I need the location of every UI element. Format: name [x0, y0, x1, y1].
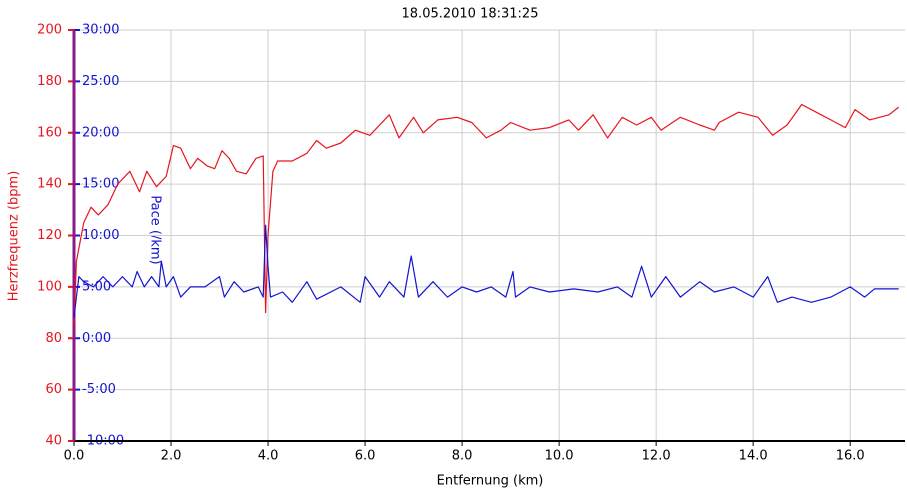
y2-tick-label: 0:00	[82, 331, 111, 346]
x-tick-label: 4.0	[258, 449, 279, 464]
y-tick-label: 80	[45, 331, 62, 346]
y-tick-label: 200	[37, 23, 62, 38]
x-tick-label: 6.0	[355, 449, 376, 464]
x-tick-label: 10.0	[545, 449, 574, 464]
x-tick-label: 0.0	[64, 449, 85, 464]
y-tick-label: 180	[37, 74, 62, 89]
x-tick-label: 8.0	[452, 449, 473, 464]
series-line	[73, 224, 899, 318]
y2-axis-title: Pace (/km)	[148, 195, 163, 264]
y-tick-label: 60	[45, 382, 62, 397]
y-axis-title: Herzfrequenz (bpm)	[7, 171, 22, 302]
chart-title: 18.05.2010 18:31:25	[402, 7, 539, 22]
y-tick-label: 100	[37, 279, 62, 294]
x-axis-title: Entfernung (km)	[437, 474, 544, 489]
x-tick-label: 12.0	[642, 449, 671, 464]
x-tick-label: 16.0	[836, 449, 865, 464]
y-tick-label: 160	[37, 125, 62, 140]
y2-tick-label: 25:00	[82, 74, 119, 89]
y-tick-label: 120	[37, 228, 62, 243]
series-line	[73, 103, 900, 326]
y-tick-label: 140	[37, 177, 62, 192]
y-tick-label: 40	[45, 434, 62, 449]
x-tick-label: 2.0	[161, 449, 182, 464]
y2-tick-label: 20:00	[82, 125, 119, 140]
y2-tick-label: 30:00	[82, 23, 119, 38]
x-tick-label: 14.0	[739, 449, 768, 464]
y2-tick-label: -5:00	[82, 382, 116, 397]
y2-tick-label: 5:00	[82, 279, 111, 294]
y2-tick-label: 15:00	[82, 177, 119, 192]
y2-tick-label: 10:00	[82, 228, 119, 243]
